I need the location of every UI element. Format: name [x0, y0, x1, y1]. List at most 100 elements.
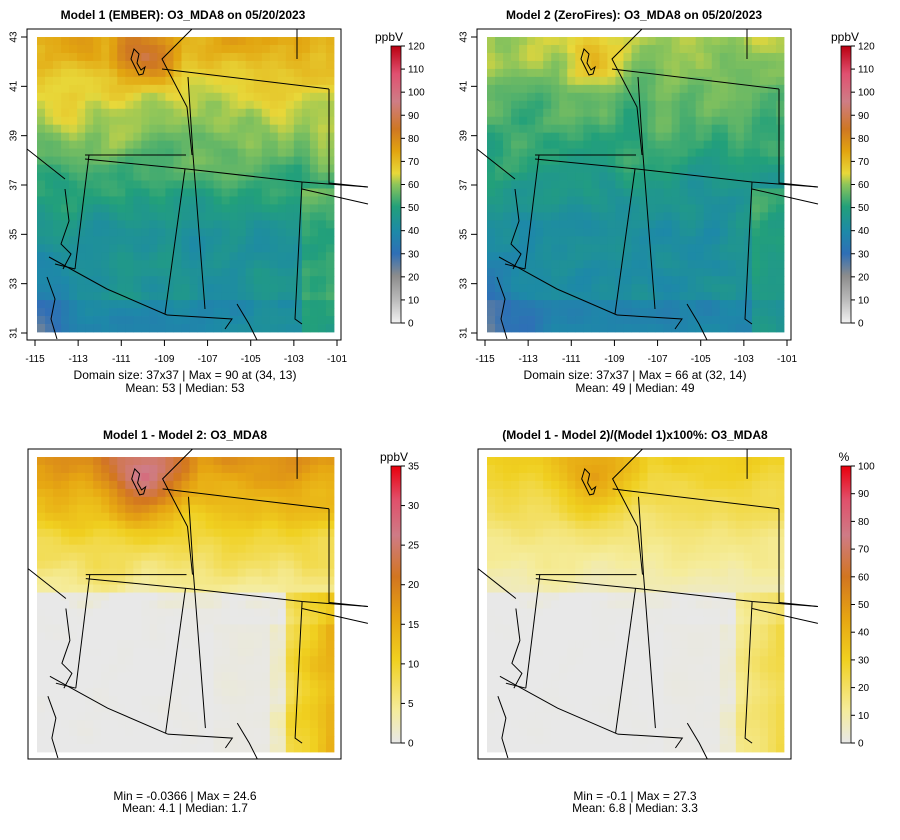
grid-cell [317, 457, 327, 466]
grid-cell [229, 704, 239, 713]
grid-cell [37, 736, 46, 745]
grid-cell [559, 220, 568, 229]
grid-cell [583, 252, 592, 261]
grid-cell [567, 316, 576, 325]
grid-cell [607, 124, 616, 134]
grid-cell [245, 488, 255, 498]
grid-cell [109, 576, 118, 585]
grid-cell [511, 308, 520, 317]
grid-cell [647, 196, 656, 205]
grid-cell [205, 228, 214, 237]
grid-cell [229, 284, 239, 293]
grid-cell [671, 148, 681, 157]
grid-cell [261, 324, 271, 333]
state-border [161, 28, 193, 156]
grid-cell [615, 92, 624, 102]
coastline [47, 696, 59, 759]
grid-cell [759, 488, 769, 498]
grid-cell [551, 544, 560, 554]
grid-cell [93, 680, 102, 689]
grid-cell [269, 544, 279, 554]
grid-cell [759, 520, 769, 530]
grid-cell [487, 528, 496, 538]
grid-cell [261, 132, 271, 142]
y-tick-label: 35 [9, 228, 20, 240]
grid-cell [229, 324, 239, 333]
grid-cell [719, 252, 729, 261]
grid-cell [293, 528, 303, 538]
grid-cell [285, 656, 295, 665]
grid-cell [711, 60, 721, 70]
grid-cell [309, 624, 319, 633]
grid-cell [205, 616, 214, 625]
grid-cell [205, 52, 214, 62]
grid-cell [93, 496, 102, 506]
grid-cell [245, 472, 255, 482]
grid-cell [719, 228, 729, 237]
grid-cell [141, 512, 150, 522]
grid-cell [181, 664, 190, 673]
grid-cell [663, 140, 673, 150]
grid-cell [181, 600, 190, 609]
grid-cell [69, 316, 78, 325]
grid-cell [559, 552, 568, 562]
grid-cell [125, 568, 134, 577]
grid-cell [607, 480, 616, 490]
grid-cell [293, 124, 303, 134]
grid-cell [743, 552, 753, 562]
grid-cell [695, 60, 705, 70]
grid-cell [687, 568, 697, 577]
grid-cell [205, 204, 214, 213]
grid-cell [743, 52, 753, 62]
grid-cell [293, 244, 303, 253]
grid-cell [543, 212, 552, 221]
grid-cell [519, 37, 528, 46]
grid-cell [293, 656, 303, 665]
grid-cell [607, 76, 616, 86]
grid-cell [631, 480, 640, 490]
grid-cell [309, 316, 319, 325]
grid-cell [719, 536, 729, 546]
grid-cell [237, 552, 247, 562]
grid-cell [559, 464, 568, 474]
grid-cell [583, 180, 592, 189]
grid-cell [679, 496, 689, 506]
grid-cell [189, 148, 198, 157]
grid-cell [647, 212, 656, 221]
grid-cell [293, 100, 303, 110]
grid-cell [495, 60, 504, 70]
grid-cell [695, 148, 705, 157]
grid-cell [117, 728, 126, 737]
grid-cell [767, 228, 777, 237]
grid-cell [679, 180, 689, 189]
grid-cell [69, 528, 78, 538]
grid-cell [181, 720, 190, 729]
grid-cell [647, 76, 656, 86]
grid-cell [269, 164, 279, 173]
grid-cell [285, 252, 295, 261]
grid-cell [719, 457, 729, 466]
grid-cell [671, 116, 681, 126]
grid-cell [759, 164, 769, 173]
grid-cell [687, 132, 697, 142]
grid-cell [253, 212, 263, 221]
grid-cell [173, 680, 182, 689]
grid-cell [759, 100, 769, 110]
grid-cell [695, 220, 705, 229]
grid-cell [277, 720, 287, 729]
grid-cell [759, 260, 769, 269]
grid-cell [543, 568, 552, 577]
grid-cell [639, 196, 648, 205]
grid-cell [69, 568, 78, 577]
grid-cell [623, 324, 632, 333]
grid-cell [221, 156, 231, 165]
grid-cell [149, 584, 158, 593]
grid-cell [117, 664, 126, 673]
grid-cell [173, 76, 182, 86]
grid-cell [527, 276, 536, 285]
grid-cell [229, 464, 239, 474]
grid-cell [293, 108, 303, 118]
grid-cell [711, 84, 721, 94]
grid-cell [205, 728, 214, 737]
grid-cell [213, 568, 223, 577]
